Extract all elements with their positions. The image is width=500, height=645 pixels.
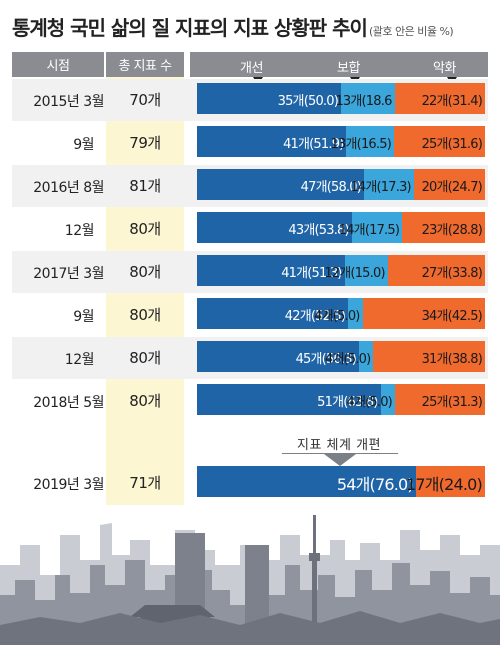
row-time-label: 9월 [73, 309, 94, 325]
data-label: 4개(5.0) [314, 309, 360, 324]
total-column-band [106, 77, 184, 513]
stacked-bar: 51개(63.8) 4개(5.0) 25개(31.3) [197, 384, 485, 415]
data-label: 41개(51.9) [283, 137, 344, 152]
chart-title: 통계청 국민 삶의 질 지표의 지표 상황판 추이 (괄호 안은 비율 %) [12, 12, 454, 41]
header-time: 시점 [12, 52, 104, 77]
title-text: 통계청 국민 삶의 질 지표의 지표 상황판 추이 [12, 16, 368, 40]
city-skyline-illustration [0, 505, 500, 645]
data-label: 27개(33.8) [421, 266, 483, 281]
row-time-label: 2017년 3월 [33, 266, 104, 282]
row-total-count: 80개 [129, 392, 161, 410]
stacked-bar: 54개(76.0) 17개(24.0) [197, 466, 485, 497]
bar-segment-improve: 54개(76.0) [197, 466, 416, 497]
data-label: 12개(15.0) [324, 266, 385, 281]
data-label: 35개(50.0) [277, 94, 339, 109]
header-categories: 개선 보합 악화 [190, 52, 488, 77]
row-total-count: 80개 [129, 306, 161, 324]
data-label: 51개(63.8) [317, 395, 378, 410]
bar-segment-hold: 14개(17.3) [350, 169, 414, 200]
bar-segment-worsen: 23개(28.8) [402, 212, 485, 243]
bar-segment-improve: 41개(51.9) [197, 126, 347, 157]
data-label: 14개(17.5) [338, 223, 400, 238]
data-label: 4개(5.0) [346, 395, 392, 410]
row-time-label: 2015년 3월 [33, 94, 104, 110]
bar-segment-improve: 45개(56.3) [197, 341, 359, 372]
bar-segment-hold: 12개(15.0) [324, 255, 388, 286]
reorg-arrow-icon [324, 454, 356, 466]
row-time-label: 2016년 8월 [33, 180, 104, 196]
bar-segment-improve: 51개(63.8) [197, 384, 381, 415]
bar-segment-hold: 13개(18.6 [335, 83, 395, 114]
data-label: 17개(24.0) [405, 475, 483, 494]
data-label: 45개(56.3) [295, 352, 357, 367]
row-time-label: 12월 [64, 223, 95, 239]
bar-segment-worsen: 27개(33.8) [387, 255, 485, 286]
row-total-count: 80개 [129, 220, 161, 238]
bar-segment-worsen: 22개(31.4) [394, 83, 485, 114]
bar-segment-improve: 35개(50.0) [197, 83, 341, 114]
data-label: 47개(58.0) [300, 180, 362, 195]
data-label: 13개(18.6 [335, 94, 392, 109]
bar-segment-worsen: 17개(24.0) [406, 466, 485, 497]
data-label: 43개(53.8) [288, 223, 349, 238]
data-label: 25개(31.3) [421, 395, 483, 410]
data-label: 23개(28.8) [421, 223, 483, 238]
data-label: 14개(17.3) [350, 180, 411, 195]
bar-segment-worsen: 25개(31.6) [393, 126, 485, 157]
row-total-count: 71개 [129, 474, 161, 492]
row-total-count: 80개 [129, 263, 161, 281]
bar-segment-hold: 14개(17.5) [339, 212, 403, 243]
legend-hold: 보합 [337, 61, 360, 76]
bar-segment-improve: 41개(51.3) [197, 255, 345, 286]
bar-segment-improve: 42개(52.5) [197, 298, 349, 329]
bar-segment-worsen: 25개(31.3) [394, 384, 485, 415]
row-time-label: 2018년 5월 [33, 395, 104, 411]
data-label: 25개(31.6) [421, 137, 483, 152]
stacked-bar: 35개(50.0) 13개(18.6 22개(31.4) [197, 83, 485, 114]
stacked-bar: 43개(53.8) 14개(17.5) 23개(28.8) [197, 212, 485, 243]
header-total: 총 지표 수 [106, 52, 184, 77]
row-time-label: 9월 [73, 137, 94, 153]
data-label: 42개(52.5) [284, 309, 346, 324]
bar-segment-hold: 4개(5.0) [314, 298, 363, 329]
stacked-bar: 41개(51.3) 12개(15.0) 27개(33.8) [197, 255, 485, 286]
data-label: 54개(76.0) [336, 475, 414, 494]
data-label: 34개(42.5) [421, 309, 483, 324]
row-total-count: 70개 [129, 91, 161, 109]
row-time-label: 2019년 3월 [33, 477, 104, 493]
bar-segment-worsen: 20개(24.7) [413, 169, 485, 200]
stacked-bar: 47개(58.0) 14개(17.3) 20개(24.7) [197, 169, 485, 200]
bar-segment-worsen: 31개(38.8) [373, 341, 485, 372]
row-total-count: 81개 [129, 177, 161, 195]
stacked-bar: 42개(52.5) 4개(5.0) 34개(42.5) [197, 298, 485, 329]
bar-segment-hold: 4개(5.0) [346, 384, 395, 415]
stacked-bar: 45개(56.3) 4개(5.0) 31개(38.8) [197, 341, 485, 372]
data-label: 20개(24.7) [421, 180, 483, 195]
stacked-bar: 41개(51.9) 13개(16.5) 25개(31.6) [197, 126, 485, 157]
data-label: 4개(5.0) [324, 352, 371, 367]
bar-segment-hold: 13개(16.5) [331, 126, 394, 157]
reorg-label: 지표 체계 개편 [296, 438, 382, 453]
row-total-count: 79개 [129, 134, 161, 152]
data-label: 41개(51.3) [281, 266, 342, 281]
bar-segment-worsen: 34개(42.5) [362, 298, 485, 329]
title-note: (괄호 안은 비율 %) [368, 25, 454, 38]
bar-segment-hold: 4개(5.0) [325, 341, 374, 372]
row-total-count: 80개 [129, 349, 161, 367]
data-label: 13개(16.5) [330, 137, 392, 152]
reorg-line [282, 453, 398, 454]
bar-segment-improve: 43개(53.8) [197, 212, 352, 243]
data-label: 22개(31.4) [421, 94, 483, 109]
data-label: 31개(38.8) [421, 352, 483, 367]
legend-improve: 개선 [240, 61, 263, 76]
bar-segment-improve: 47개(58.0) [197, 169, 365, 200]
legend-worsen: 악화 [433, 61, 456, 76]
row-time-label: 12월 [64, 352, 95, 368]
